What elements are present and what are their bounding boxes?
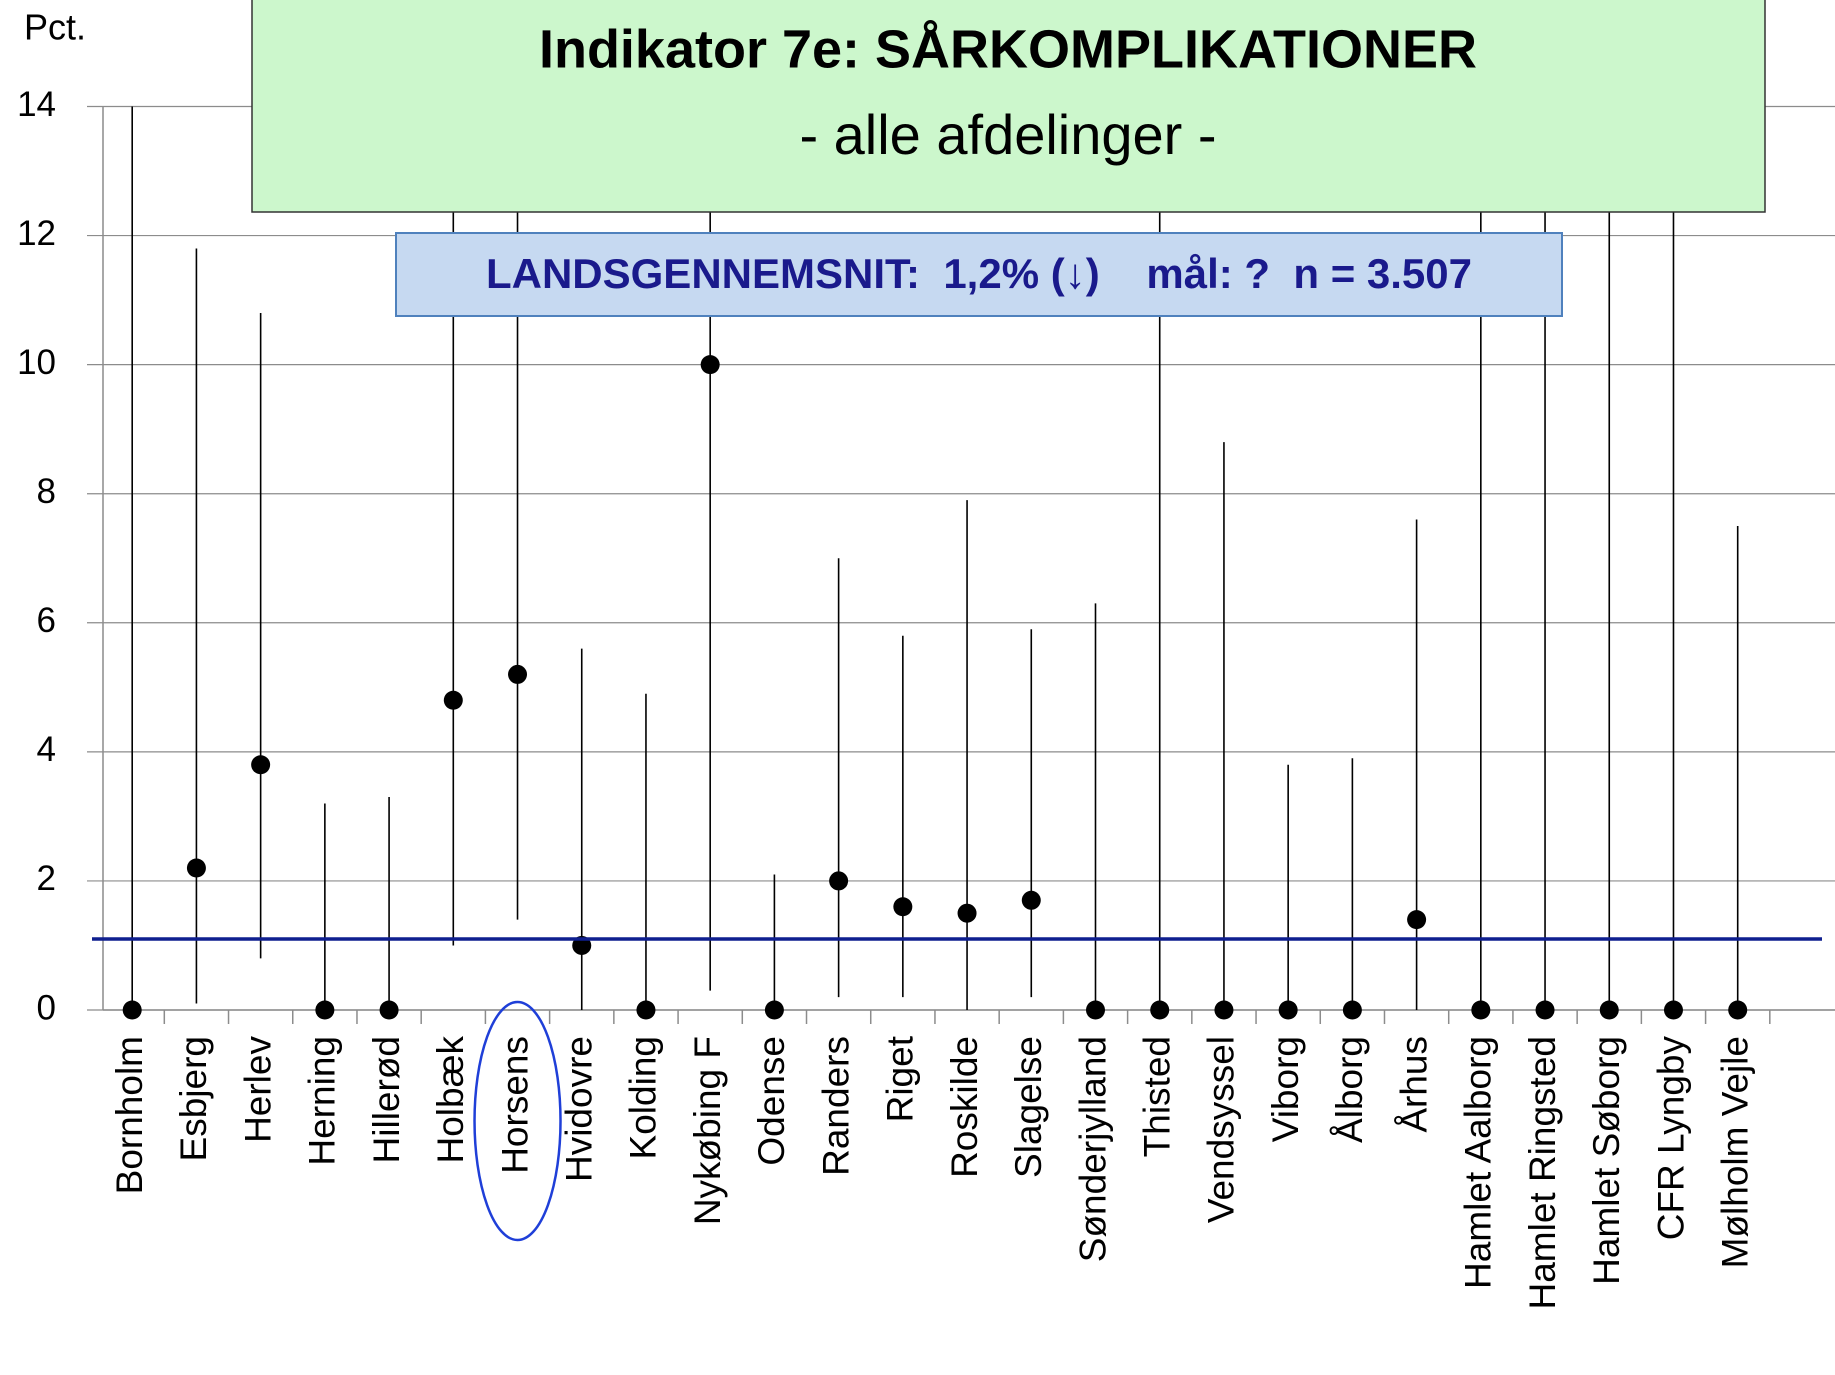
x-tick-label: Viborg [1265, 1036, 1306, 1142]
x-tick-label: Roskilde [944, 1036, 985, 1178]
point [1599, 1000, 1619, 1020]
y-tick-label: 6 [37, 601, 56, 640]
x-tick-label: Thisted [1137, 1036, 1178, 1157]
x-tick-label: Horsens [494, 1036, 535, 1174]
point [122, 1000, 142, 1020]
x-tick-label: Hamlet Ringsted [1522, 1036, 1563, 1310]
point [893, 897, 913, 917]
x-tick-label: Herning [302, 1036, 343, 1166]
point [957, 903, 977, 923]
y-tick-label: 4 [37, 730, 56, 769]
point [379, 1000, 399, 1020]
point [1150, 1000, 1170, 1020]
y-tick-label: 12 [17, 214, 56, 253]
x-tick-label: Nykøbing F [687, 1036, 728, 1225]
point [251, 755, 271, 775]
y-tick-label: 14 [17, 85, 56, 124]
point [1471, 1000, 1491, 1020]
point [508, 664, 528, 684]
x-tick-label: Herlev [237, 1036, 278, 1143]
y-tick-label: 10 [17, 343, 56, 382]
point [443, 690, 463, 710]
x-tick-label: CFR Lyngby [1650, 1036, 1691, 1241]
annotation: LANDSGENNEMSNIT: 1,2% (↓) mål: ? n = 3.5… [486, 250, 1472, 297]
title-box [251, 0, 1766, 213]
point [636, 1000, 656, 1020]
chart-title: Indikator 7e: SÅRKOMPLIKATIONER [539, 19, 1477, 79]
x-tick-label: Odense [751, 1036, 792, 1166]
x-tick-label: Riget [880, 1035, 921, 1122]
point [1021, 890, 1041, 910]
x-tick-label: Hvidovre [559, 1036, 600, 1182]
point [1663, 1000, 1683, 1020]
point [315, 1000, 335, 1020]
point [764, 1000, 784, 1020]
y-tick-label: 0 [37, 988, 56, 1027]
highlight-ring [473, 1000, 562, 1242]
y-tick-label: 8 [37, 472, 56, 511]
point [1535, 1000, 1555, 1020]
x-tick-label: Sønderjylland [1072, 1036, 1113, 1262]
point [1728, 1000, 1748, 1020]
x-tick-label: Mølholm Vejle [1714, 1036, 1755, 1268]
x-tick-label: Slagelse [1008, 1036, 1049, 1178]
x-tick-label: Bornholm [109, 1036, 150, 1194]
point [1342, 1000, 1362, 1020]
x-tick-label: Esbjerg [173, 1036, 214, 1161]
point [1086, 1000, 1105, 1020]
x-tick-label: Hamlet Søborg [1586, 1036, 1627, 1285]
annotation-box [395, 232, 1563, 317]
x-tick-label: Århus [1393, 1036, 1434, 1133]
x-tick-label: Randers [815, 1036, 856, 1176]
chart-subtitle: - alle afdelinger - [799, 103, 1216, 166]
x-tick-label: Hamlet Aalborg [1458, 1036, 1499, 1289]
x-tick-label: Kolding [623, 1036, 664, 1159]
point [1407, 910, 1427, 930]
y-axis-label: Pct. [24, 7, 86, 48]
y-tick-label: 2 [37, 859, 56, 898]
point [700, 355, 720, 375]
point [1214, 1000, 1234, 1020]
x-tick-label: Hillerød [366, 1036, 407, 1163]
point [1278, 1000, 1298, 1020]
point [829, 871, 849, 891]
point [186, 858, 206, 878]
x-tick-label: Holbæk [430, 1036, 471, 1164]
x-tick-label: Ålborg [1329, 1036, 1370, 1143]
x-tick-label: Vendsyssel [1201, 1036, 1242, 1223]
